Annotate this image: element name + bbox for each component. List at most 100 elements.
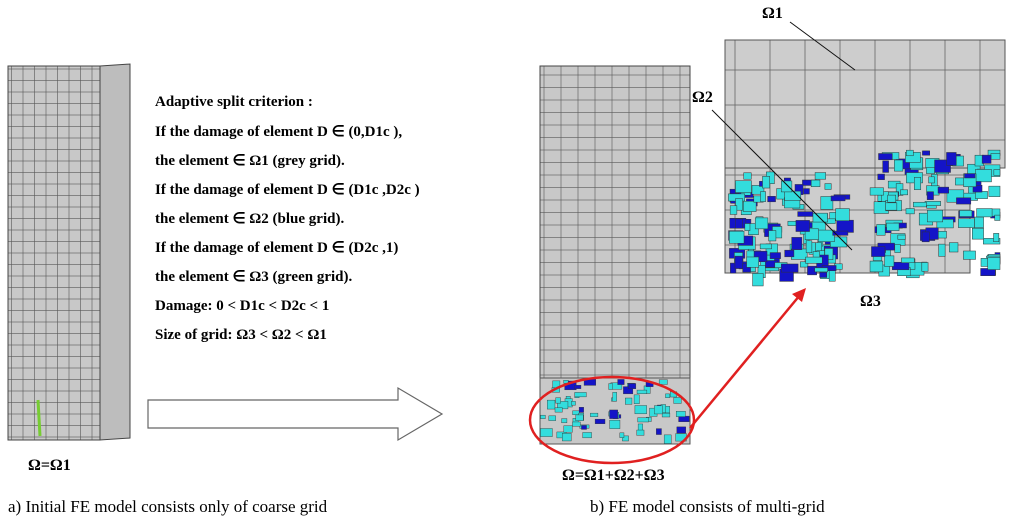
fine-element [769,231,776,241]
fine-element [541,415,546,419]
criterion-line: Damage: 0 < D1c < D2c < 1 [155,298,329,314]
fine-element [798,212,813,217]
fine-element [939,244,946,256]
fine-element [815,173,826,180]
fine-element [679,416,690,422]
fine-element [949,243,958,252]
fine-element [761,192,766,202]
fine-element [753,273,764,286]
fine-element [583,432,592,437]
fine-element [581,425,586,429]
fine-element [571,401,575,405]
fine-element [877,224,885,235]
fine-element [806,257,823,263]
fine-element [913,202,926,207]
fine-element [922,151,929,155]
fine-element [988,257,1000,269]
fine-element [770,253,781,259]
fine-element [788,221,796,225]
fine-element [562,433,571,441]
fine-element [922,262,928,271]
fine-element [879,154,893,160]
omega3-label: Ω3 [860,293,881,310]
left-label: Ω=Ω1 [28,457,71,474]
omega1-label: Ω1 [762,5,783,22]
left-model [8,64,130,440]
fine-element [768,196,776,201]
fine-element [956,198,970,204]
fine-element [540,428,552,436]
criterion-line: the element ∈ Ω1 (grey grid). [155,153,345,169]
fine-element [927,192,933,200]
fine-element [929,177,935,183]
fine-element [634,395,639,404]
fine-element [837,220,854,232]
red-arrow-head [792,288,806,302]
fine-element [815,268,828,272]
fine-element [991,153,1000,159]
fine-element [664,435,671,444]
fine-element [555,408,562,412]
fine-element [735,181,751,193]
fine-element [730,206,737,215]
criterion-line: If the damage of element D ∈ (D1c ,D2c ) [155,182,420,198]
fine-element [638,418,649,422]
fine-element [878,174,885,180]
fine-element [906,209,914,214]
fine-element [870,261,883,272]
caption-left: a) Initial FE model consists only of coa… [8,497,328,516]
fine-element [745,224,750,231]
fine-element [625,398,632,404]
fine-element [781,181,792,192]
fine-element [677,427,686,433]
fine-element [836,209,850,221]
fine-element [613,392,617,401]
fine-element [960,210,972,216]
right-label: Ω=Ω1+Ω2+Ω3 [562,467,665,484]
fine-element [573,411,580,415]
figure: Ω=Ω1 Adaptive split criterion : If the d… [0,0,1009,525]
fine-element [637,390,647,394]
fine-element [892,262,909,270]
fine-element [888,195,896,202]
arrow [148,388,442,440]
fine-element [610,410,618,419]
fine-element [620,433,624,438]
criterion: Adaptive split criterion : If the damage… [155,94,420,343]
fine-element [609,384,613,390]
fine-element [572,422,580,426]
fine-element [898,235,906,239]
fine-element [729,231,744,243]
fine-element [618,379,625,384]
fine-element [654,406,662,414]
fine-element [831,196,845,201]
red-arrow [690,295,800,428]
fine-element [792,237,802,249]
criterion-line: Size of grid: Ω3 < Ω2 < Ω1 [155,327,327,343]
fine-element [989,186,1000,196]
fine-element [885,256,894,267]
fine-element [974,217,983,228]
fine-element [628,383,636,388]
fine-element [736,219,743,228]
caption-right: b) FE model consists of multi-grid [590,497,825,516]
fine-element [886,203,897,210]
fine-element [747,257,759,267]
fine-element [762,176,769,188]
fine-element [894,160,903,171]
fine-element [562,419,567,423]
fine-element [922,232,929,242]
omega2-label: Ω2 [692,89,713,106]
fine-element [781,264,798,272]
fine-element [964,174,975,178]
fine-element [871,247,885,257]
fine-element [883,161,889,173]
fine-element [549,416,556,421]
fine-element [743,201,756,211]
fine-element [796,220,810,231]
fine-element [811,180,820,187]
fine-element [981,258,988,266]
fine-element [659,380,667,385]
fine-element [914,177,920,189]
fine-element [938,187,949,193]
